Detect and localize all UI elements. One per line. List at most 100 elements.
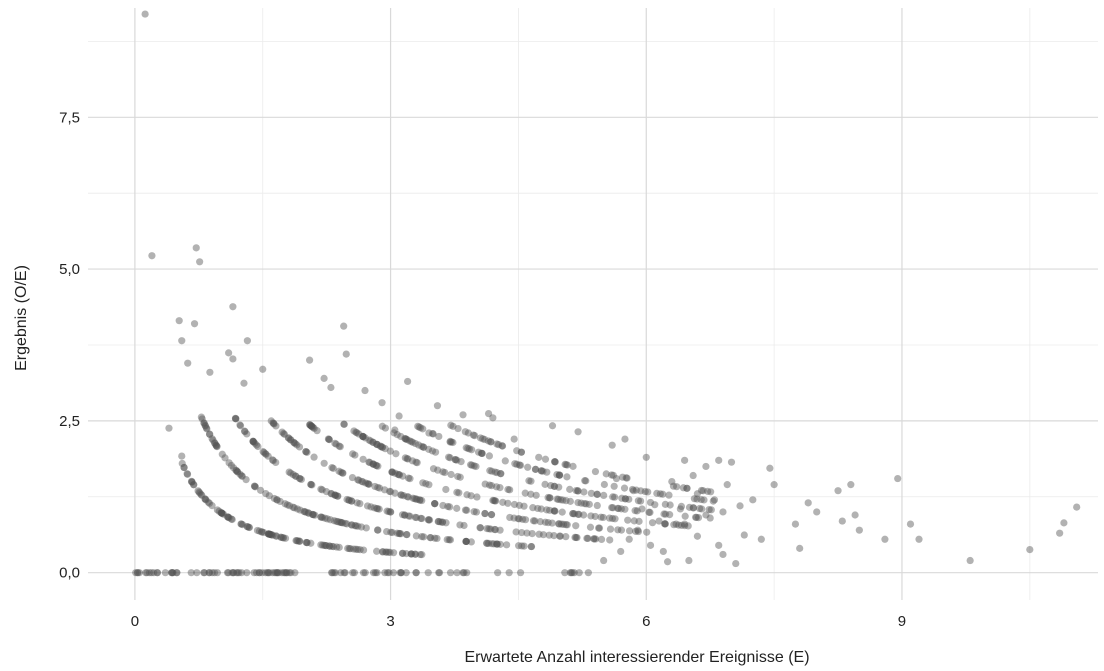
data-point xyxy=(217,509,226,517)
data-point xyxy=(692,513,701,521)
data-point xyxy=(490,497,498,505)
data-point xyxy=(661,520,669,528)
data-point xyxy=(653,489,661,497)
data-point xyxy=(359,478,367,486)
data-point xyxy=(403,455,411,463)
data-point xyxy=(681,522,689,530)
data-point xyxy=(407,550,415,558)
data-point xyxy=(310,453,318,461)
data-point xyxy=(276,497,284,506)
data-point xyxy=(242,476,250,484)
data-point xyxy=(597,513,605,521)
data-point xyxy=(190,481,198,489)
data-point xyxy=(374,462,382,470)
data-point xyxy=(387,508,395,516)
data-point xyxy=(562,497,570,505)
data-point xyxy=(243,522,251,531)
data-point xyxy=(384,548,393,556)
data-point xyxy=(661,500,669,508)
data-point xyxy=(218,509,226,517)
data-point xyxy=(230,464,238,472)
data-point xyxy=(624,516,632,524)
data-point xyxy=(206,430,214,438)
data-point xyxy=(494,440,503,449)
data-point xyxy=(359,455,367,463)
data-point xyxy=(267,531,276,539)
data-point xyxy=(456,521,464,529)
data-point xyxy=(574,487,582,495)
data-point xyxy=(646,508,654,516)
data-point xyxy=(416,550,424,559)
data-point xyxy=(382,548,390,556)
y-axis-title: Ergebnis (O/E) xyxy=(13,265,30,371)
data-point xyxy=(321,514,329,522)
data-point xyxy=(412,513,421,522)
data-point xyxy=(644,488,652,496)
data-point xyxy=(527,542,536,551)
data-point xyxy=(600,480,608,489)
data-point xyxy=(401,435,410,443)
data-point xyxy=(563,461,571,469)
data-point xyxy=(285,434,293,442)
data-point xyxy=(168,569,176,577)
data-point xyxy=(147,569,156,577)
data-point xyxy=(629,487,638,495)
data-point xyxy=(431,534,439,542)
data-point xyxy=(575,569,583,577)
data-point xyxy=(580,511,588,519)
data-point xyxy=(468,446,476,454)
data-point xyxy=(273,496,281,504)
data-point xyxy=(723,481,731,489)
data-point xyxy=(190,481,198,489)
data-point xyxy=(689,504,698,512)
data-point xyxy=(289,503,297,511)
data-point xyxy=(610,482,618,490)
data-point xyxy=(395,412,403,420)
data-point xyxy=(483,524,491,533)
data-point xyxy=(498,442,507,450)
data-point xyxy=(424,516,432,524)
data-point xyxy=(574,428,582,436)
data-point xyxy=(555,483,563,491)
data-point xyxy=(287,569,295,577)
data-point xyxy=(438,518,446,526)
data-point xyxy=(385,487,394,495)
data-point xyxy=(732,559,740,568)
data-point xyxy=(683,484,691,492)
data-point xyxy=(633,507,641,515)
data-point xyxy=(518,528,526,537)
data-point xyxy=(484,437,492,445)
data-point xyxy=(391,489,399,497)
data-point xyxy=(321,541,330,550)
data-point xyxy=(539,531,548,539)
data-point xyxy=(557,496,565,504)
data-point xyxy=(369,460,377,468)
data-point xyxy=(325,542,334,550)
data-point xyxy=(399,472,407,480)
data-point xyxy=(418,514,426,523)
data-point xyxy=(516,461,525,469)
data-point xyxy=(412,569,420,577)
data-point xyxy=(236,421,244,429)
data-point xyxy=(655,517,663,525)
data-point xyxy=(309,510,317,519)
data-point xyxy=(593,490,601,498)
data-point xyxy=(470,462,478,470)
data-point xyxy=(150,569,158,577)
y-tick-label: 2,5 xyxy=(59,413,80,430)
data-point xyxy=(396,569,404,577)
data-point xyxy=(555,520,563,528)
data-point xyxy=(245,523,254,532)
data-point xyxy=(442,519,450,527)
data-point xyxy=(631,507,639,515)
data-point xyxy=(278,569,286,577)
data-point xyxy=(225,459,233,467)
data-point xyxy=(293,505,302,513)
data-point xyxy=(335,467,343,475)
data-point xyxy=(327,383,335,392)
data-point xyxy=(515,542,523,550)
data-point xyxy=(359,432,367,441)
data-point xyxy=(492,497,500,505)
data-point xyxy=(249,438,258,446)
